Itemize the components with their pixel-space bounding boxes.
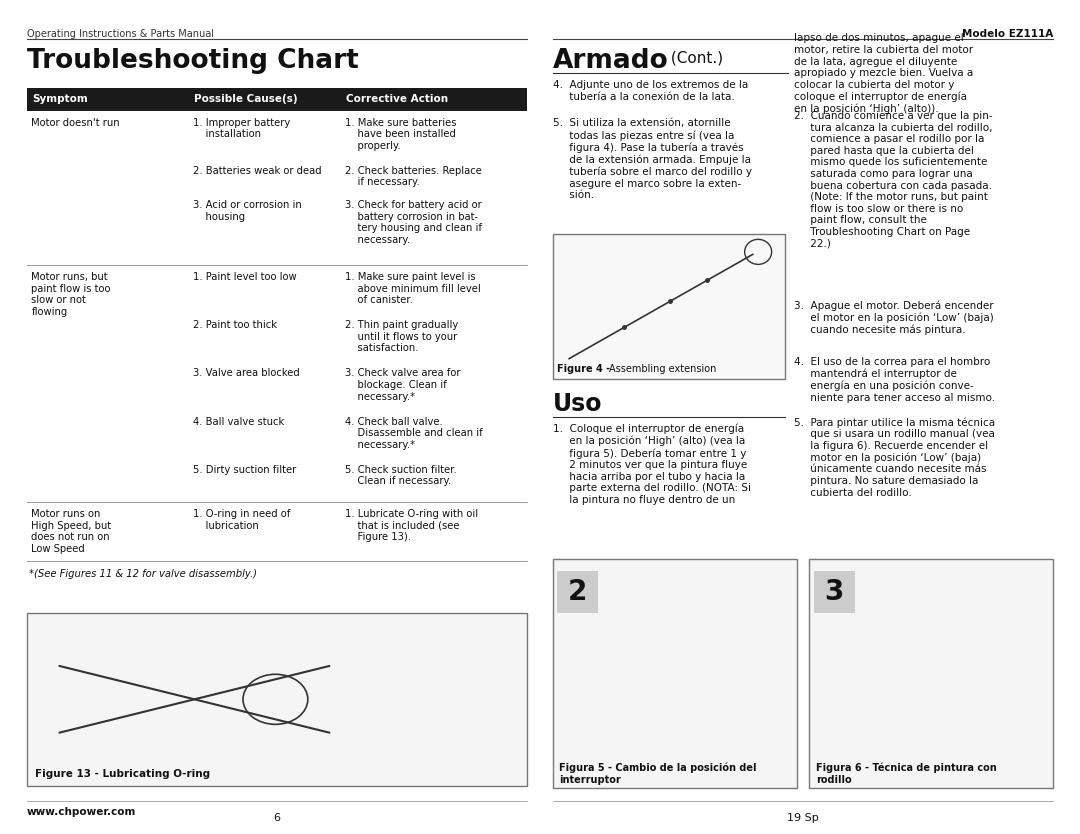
- Text: Corrective Action: Corrective Action: [346, 94, 448, 104]
- Text: 1. Improper battery
    installation: 1. Improper battery installation: [193, 118, 291, 139]
- Text: 1. Lubricate O-ring with oil
    that is included (see
    Figure 13).: 1. Lubricate O-ring with oil that is inc…: [345, 509, 477, 542]
- Text: Figura 6 - Técnica de pintura con
rodillo: Figura 6 - Técnica de pintura con rodill…: [816, 763, 997, 785]
- Text: 3. Acid or corrosion in
    housing: 3. Acid or corrosion in housing: [193, 200, 302, 222]
- Text: Modelo EZ111A: Modelo EZ111A: [962, 29, 1053, 39]
- Text: 1.  Coloque el interruptor de energía
     en la posición ‘High’ (alto) (vea la
: 1. Coloque el interruptor de energía en …: [553, 424, 751, 505]
- Text: 6: 6: [273, 813, 281, 823]
- Bar: [553, 234, 785, 379]
- Text: Uso: Uso: [553, 392, 603, 416]
- Text: Motor runs, but
paint flow is too
slow or not
flowing: Motor runs, but paint flow is too slow o…: [31, 272, 111, 317]
- Text: 19 Sp: 19 Sp: [787, 813, 819, 823]
- Text: 3. Check for battery acid or
    battery corrosion in bat-
    tery housing and : 3. Check for battery acid or battery cor…: [345, 200, 482, 245]
- Text: 5. Check suction filter.
    Clean if necessary.: 5. Check suction filter. Clean if necess…: [345, 465, 456, 486]
- Text: 2. Check batteries. Replace
    if necessary.: 2. Check batteries. Replace if necessary…: [345, 166, 482, 188]
- Text: 5.  Para pintar utilice la misma técnica
     que si usara un rodillo manual (ve: 5. Para pintar utilice la misma técnica …: [794, 417, 995, 498]
- Text: 4.  El uso de la correa para el hombro
     mantendrá el interruptor de
     ene: 4. El uso de la correa para el hombro ma…: [794, 357, 995, 403]
- Text: 5. Dirty suction filter: 5. Dirty suction filter: [193, 465, 297, 475]
- Text: 4.  Adjunte uno de los extremos de la
     tubería a la conexión de la lata.: 4. Adjunte uno de los extremos de la tub…: [553, 80, 748, 102]
- Text: 3.  Apague el motor. Deberá encender
     el motor en la posición ‘Low’ (baja)
 : 3. Apague el motor. Deberá encender el m…: [794, 300, 994, 335]
- Text: 3. Valve area blocked: 3. Valve area blocked: [193, 369, 300, 379]
- Text: Armado: Armado: [553, 48, 669, 73]
- Text: Figure 4 -: Figure 4 -: [557, 364, 613, 374]
- Text: (Cont.): (Cont.): [666, 50, 724, 65]
- Text: 1. O-ring in need of
    lubrication: 1. O-ring in need of lubrication: [193, 509, 291, 530]
- Text: 4. Ball valve stuck: 4. Ball valve stuck: [193, 416, 284, 426]
- Text: Possible Cause(s): Possible Cause(s): [194, 94, 298, 104]
- Text: 2. Batteries weak or dead: 2. Batteries weak or dead: [193, 166, 322, 176]
- Bar: [553, 559, 797, 788]
- Text: 1. Make sure paint level is
    above minimum fill level
    of canister.: 1. Make sure paint level is above minimu…: [345, 272, 481, 305]
- Bar: [557, 571, 598, 613]
- Text: *(See Figures 11 & 12 for valve disassembly.): *(See Figures 11 & 12 for valve disassem…: [29, 569, 257, 579]
- Text: 5.  Si utiliza la extensión, atornille
     todas las piezas entre sí (vea la
  : 5. Si utiliza la extensión, atornille to…: [553, 118, 752, 200]
- Text: Figura 5 - Cambio de la posición del
interruptor: Figura 5 - Cambio de la posición del int…: [559, 763, 757, 785]
- Bar: [814, 571, 855, 613]
- Text: Assembling extension: Assembling extension: [609, 364, 716, 374]
- Text: 3: 3: [825, 578, 843, 606]
- Text: www.chpower.com: www.chpower.com: [27, 807, 136, 817]
- Text: Operating Instructions & Parts Manual: Operating Instructions & Parts Manual: [27, 29, 214, 39]
- Bar: [27, 613, 527, 786]
- Text: Figure 13 - Lubricating O-ring: Figure 13 - Lubricating O-ring: [35, 769, 210, 779]
- Text: 2. Paint too thick: 2. Paint too thick: [193, 320, 278, 330]
- Text: 4. Check ball valve.
    Disassemble and clean if
    necessary.*: 4. Check ball valve. Disassemble and cle…: [345, 416, 483, 450]
- Text: Symptom: Symptom: [32, 94, 89, 104]
- Text: Motor doesn't run: Motor doesn't run: [31, 118, 120, 128]
- Bar: [27, 88, 527, 111]
- Text: 2. Thin paint gradually
    until it flows to your
    satisfaction.: 2. Thin paint gradually until it flows t…: [345, 320, 458, 354]
- Text: 3. Check valve area for
    blockage. Clean if
    necessary.*: 3. Check valve area for blockage. Clean …: [345, 369, 460, 402]
- Bar: [810, 559, 1053, 788]
- Text: 2.  Cuando comience a ver que la pin-
     tura alcanza la cubierta del rodillo,: 2. Cuando comience a ver que la pin- tur…: [794, 111, 993, 249]
- Text: Motor runs on
High Speed, but
does not run on
Low Speed: Motor runs on High Speed, but does not r…: [31, 509, 111, 554]
- Text: Troubleshooting Chart: Troubleshooting Chart: [27, 48, 359, 73]
- Text: 1. Make sure batteries
    have been installed
    properly.: 1. Make sure batteries have been install…: [345, 118, 456, 151]
- Text: lapso de dos minutos, apague el
motor, retire la cubierta del motor
de la lata, : lapso de dos minutos, apague el motor, r…: [794, 33, 973, 114]
- Text: 1. Paint level too low: 1. Paint level too low: [193, 272, 297, 282]
- Text: 2: 2: [568, 578, 588, 606]
